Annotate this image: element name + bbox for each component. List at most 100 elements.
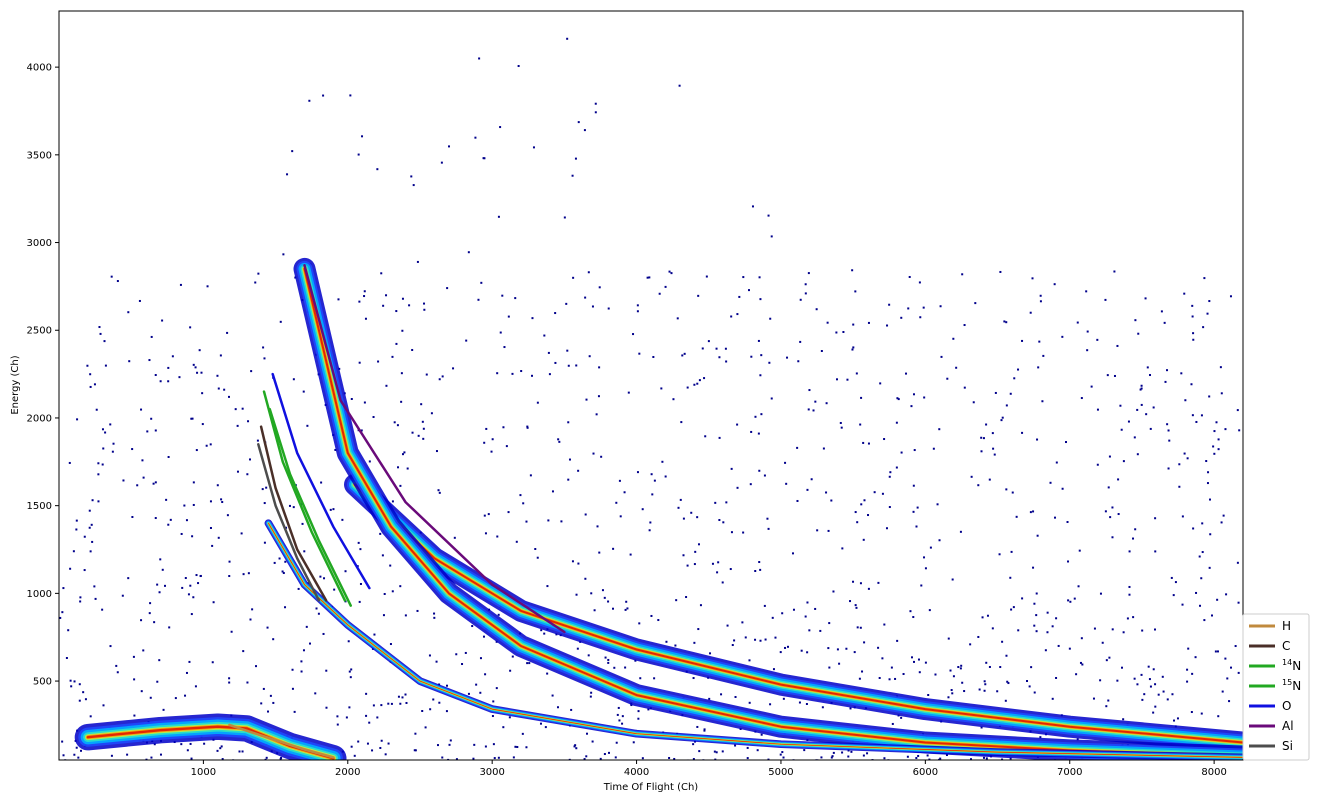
noise-point	[900, 716, 903, 719]
noise-point	[572, 276, 575, 279]
noise-point	[168, 626, 171, 629]
noise-point	[668, 756, 671, 759]
noise-point	[292, 506, 295, 509]
noise-point	[1216, 650, 1219, 653]
noise-point	[1111, 628, 1114, 631]
noise-point	[497, 215, 500, 218]
noise-point	[136, 484, 139, 487]
noise-point	[516, 746, 519, 749]
y-tick-label: 3000	[27, 238, 52, 249]
noise-point	[526, 426, 529, 429]
noise-point	[1017, 629, 1020, 632]
noise-point	[265, 756, 268, 759]
noise-point	[749, 483, 752, 486]
noise-point	[216, 484, 219, 487]
noise-point	[140, 408, 143, 411]
noise-point	[336, 715, 339, 718]
noise-point	[969, 758, 972, 760]
noise-point	[917, 754, 920, 757]
noise-point	[759, 298, 762, 301]
noise-point	[855, 606, 858, 609]
noise-point	[372, 704, 375, 707]
noise-point	[353, 754, 356, 757]
noise-point	[961, 273, 964, 276]
noise-point	[1213, 452, 1216, 455]
noise-point	[959, 667, 962, 670]
noise-point	[350, 397, 353, 400]
y-tick-label: 1000	[27, 589, 52, 600]
noise-point	[228, 560, 231, 563]
noise-point	[591, 740, 594, 743]
noise-point	[539, 722, 542, 725]
noise-point	[127, 577, 130, 580]
noise-point	[228, 575, 231, 578]
noise-point	[272, 701, 275, 704]
noise-point	[90, 523, 93, 526]
noise-point	[1009, 392, 1012, 395]
noise-point	[82, 691, 85, 694]
noise-point	[769, 703, 772, 706]
noise-point	[511, 655, 514, 658]
noise-point	[1055, 461, 1058, 464]
noise-point	[393, 421, 396, 424]
noise-point	[584, 577, 587, 580]
noise-point	[596, 525, 599, 528]
noise-point	[167, 366, 170, 369]
noise-point	[140, 619, 143, 622]
noise-point	[192, 363, 195, 366]
noise-point	[325, 669, 328, 672]
noise-point	[412, 184, 415, 187]
noise-point	[1192, 527, 1195, 530]
noise-point	[69, 679, 72, 682]
noise-point	[1069, 600, 1072, 603]
noise-point	[447, 758, 450, 760]
noise-point	[980, 436, 983, 439]
x-axis-ticks: 1000 2000 3000 4000 5000 6000 7000 8000	[191, 760, 1227, 778]
noise-point	[435, 450, 438, 453]
noise-point	[517, 65, 520, 68]
noise-point	[825, 402, 828, 405]
noise-point	[1080, 397, 1083, 400]
noise-point	[885, 527, 888, 530]
noise-point	[747, 289, 750, 292]
noise-point	[357, 740, 360, 743]
noise-point	[317, 612, 320, 615]
noise-point	[881, 492, 884, 495]
noise-point	[849, 707, 852, 710]
noise-point	[672, 398, 675, 401]
noise-point	[634, 659, 637, 662]
noise-point	[366, 742, 369, 745]
noise-point	[320, 481, 323, 484]
noise-point	[939, 305, 942, 308]
noise-point	[1046, 631, 1049, 634]
noise-point	[638, 352, 641, 355]
noise-point	[396, 424, 399, 427]
noise-point	[1066, 521, 1069, 524]
noise-point	[571, 560, 574, 563]
noise-point	[150, 756, 153, 759]
noise-point	[1198, 555, 1201, 558]
noise-point	[226, 514, 229, 517]
noise-point	[521, 732, 524, 735]
noise-point	[189, 584, 192, 587]
noise-point	[827, 529, 830, 532]
noise-point	[441, 756, 444, 759]
noise-point	[72, 550, 75, 553]
noise-point	[945, 754, 948, 757]
noise-point	[641, 757, 644, 760]
noise-point	[707, 340, 710, 343]
noise-point	[525, 520, 528, 523]
noise-point	[1033, 602, 1036, 605]
noise-point	[900, 316, 903, 319]
noise-point	[453, 536, 456, 539]
noise-point	[265, 486, 268, 489]
noise-point	[750, 355, 753, 358]
noise-point	[685, 596, 688, 599]
noise-point	[254, 281, 257, 284]
noise-point	[1085, 290, 1088, 293]
noise-point	[322, 632, 325, 635]
noise-point	[1236, 561, 1239, 564]
noise-point	[423, 302, 426, 305]
noise-point	[1166, 369, 1169, 372]
noise-point	[928, 758, 931, 760]
